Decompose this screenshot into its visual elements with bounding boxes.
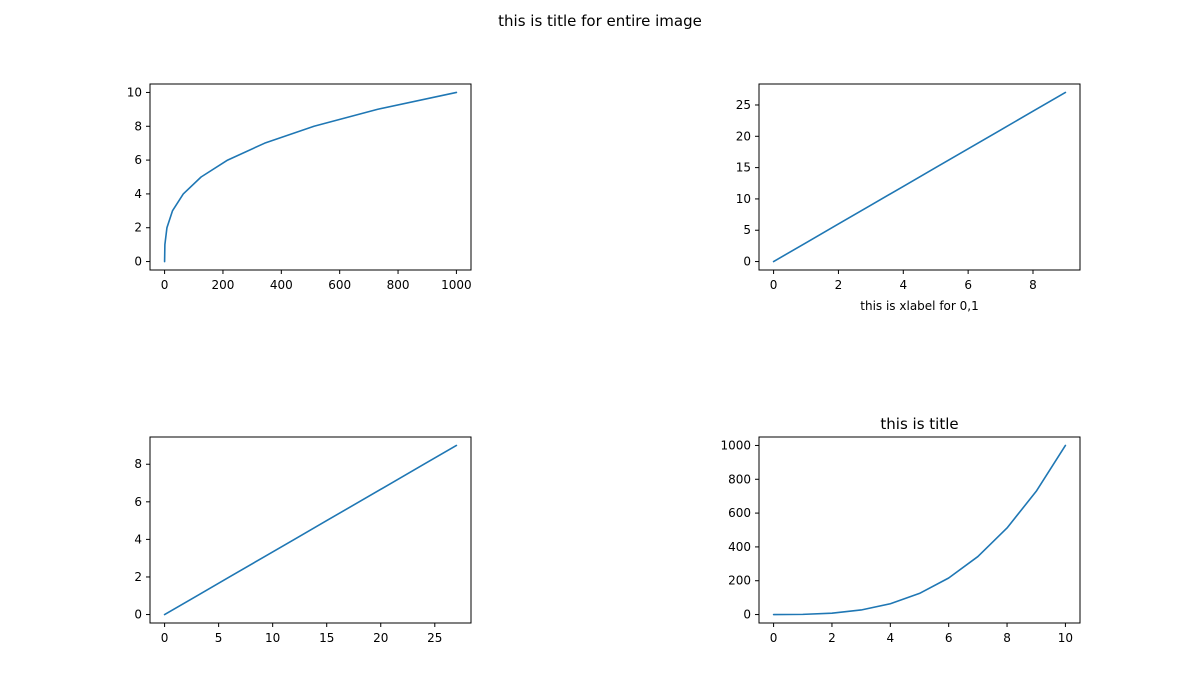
y-tick-label: 1000 xyxy=(720,438,751,452)
y-tick-label: 2 xyxy=(134,221,142,235)
series-line-1 xyxy=(772,444,1067,616)
x-tick-label: 6 xyxy=(964,278,972,292)
series-line-1 xyxy=(772,91,1067,263)
x-tick-label: 6 xyxy=(945,631,953,645)
x-tick-label: 4 xyxy=(899,278,907,292)
series-line-1 xyxy=(163,444,458,616)
x-tick-label: 20 xyxy=(373,631,388,645)
y-tick-label: 0 xyxy=(134,255,142,269)
axes-frame xyxy=(149,83,472,271)
x-tick-label: 600 xyxy=(328,278,351,292)
y-tick-label: 600 xyxy=(728,506,751,520)
y-tick-label: 400 xyxy=(728,540,751,554)
figure-title: this is title for entire image xyxy=(498,12,702,30)
subplot-4: 0 2 4 6 8 10 0 200 400 600 800 1000 this is title xyxy=(720,415,1081,645)
x-tick-label: 10 xyxy=(1058,631,1073,645)
x-tick-label: 10 xyxy=(265,631,280,645)
y-tick-label: 10 xyxy=(736,192,751,206)
subplot-1: 0 200 400 600 800 1000 0 2 4 6 8 10 xyxy=(127,83,472,292)
x-tick-label: 0 xyxy=(161,631,169,645)
y-tick-label: 4 xyxy=(134,187,142,201)
series-line-1 xyxy=(163,91,458,263)
y-tick-label: 2 xyxy=(134,570,142,584)
subplot-2: 0 2 4 6 8 0 5 10 15 20 25 this is xlabel for 0,1 xyxy=(736,83,1081,313)
y-tick-label: 8 xyxy=(134,457,142,471)
x-tick-label: 800 xyxy=(387,278,410,292)
x-tick-label: 5 xyxy=(215,631,223,645)
y-tick-label: 0 xyxy=(743,608,751,622)
x-tick-label: 2 xyxy=(828,631,836,645)
y-tick-label: 0 xyxy=(743,255,751,269)
x-tick-label: 0 xyxy=(770,631,778,645)
y-tick-label: 15 xyxy=(736,161,751,175)
x-tick-label: 0 xyxy=(161,278,169,292)
subplot-3: 0 5 10 15 20 25 0 2 4 6 8 xyxy=(134,436,472,645)
y-tick-label: 5 xyxy=(743,223,751,237)
y-tick-label: 8 xyxy=(134,119,142,133)
y-tick-label: 800 xyxy=(728,472,751,486)
x-tick-label: 2 xyxy=(835,278,843,292)
x-tick-label: 4 xyxy=(886,631,894,645)
y-tick-label: 6 xyxy=(134,495,142,509)
axes-frame xyxy=(758,436,1081,624)
subplot-title: this is title xyxy=(880,415,958,433)
y-tick-label: 0 xyxy=(134,608,142,622)
x-tick-label: 0 xyxy=(770,278,778,292)
x-tick-label: 8 xyxy=(1003,631,1011,645)
y-tick-label: 6 xyxy=(134,153,142,167)
y-tick-label: 10 xyxy=(127,85,142,99)
x-tick-label: 25 xyxy=(427,631,442,645)
x-tick-label: 200 xyxy=(212,278,235,292)
y-tick-label: 4 xyxy=(134,532,142,546)
y-tick-label: 20 xyxy=(736,129,751,143)
x-tick-label: 15 xyxy=(319,631,334,645)
x-tick-label: 400 xyxy=(270,278,293,292)
x-tick-label: 1000 xyxy=(441,278,472,292)
x-axis-label: this is xlabel for 0,1 xyxy=(860,299,978,313)
y-tick-label: 25 xyxy=(736,98,751,112)
y-tick-label: 200 xyxy=(728,574,751,588)
x-tick-label: 8 xyxy=(1029,278,1037,292)
